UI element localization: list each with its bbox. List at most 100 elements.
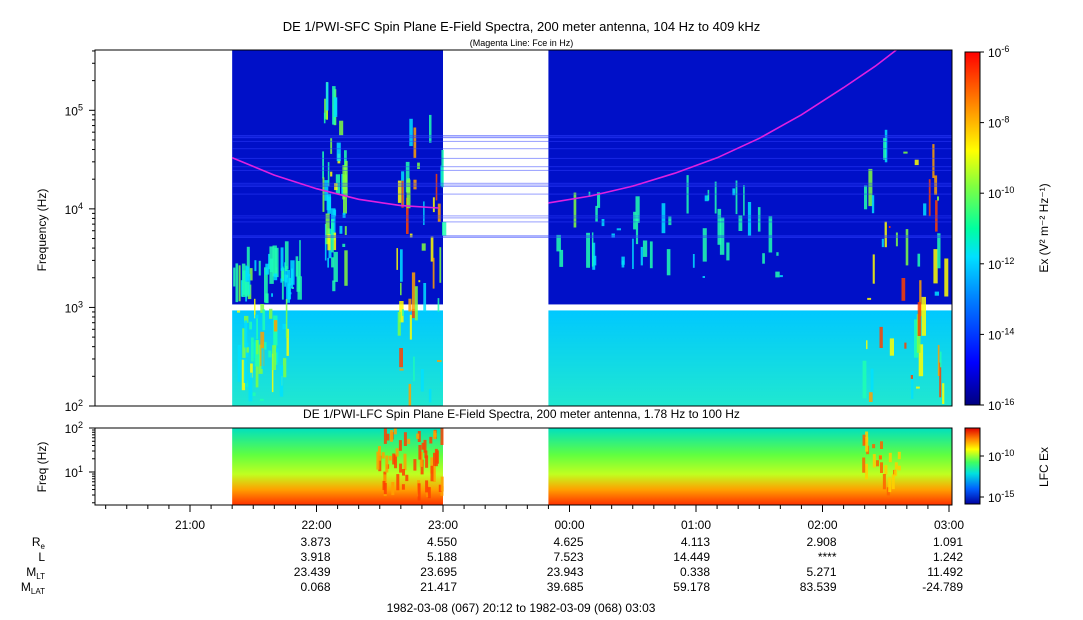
sfc-emission-streak (299, 240, 301, 278)
sfc-emission-streak (280, 247, 284, 271)
sfc-emission-streak (413, 127, 417, 158)
lfc-colorbar-tick-label: 10-10 (988, 448, 1014, 464)
sfc-emission-streak (342, 212, 346, 218)
lfc-streak (880, 441, 883, 449)
ephemeris-value: 5.188 (427, 550, 457, 564)
sfc-emission-streak (254, 298, 256, 319)
lfc-title: DE 1/PWI-LFC Spin Plane E-Field Spectra,… (303, 407, 740, 421)
lfc-streak (424, 450, 428, 459)
sfc-emission-streak (441, 149, 444, 188)
sfc-emission-streak (601, 219, 605, 227)
sfc-emission-streak (944, 258, 949, 297)
lfc-streak (423, 439, 427, 453)
lfc-streak (383, 483, 387, 495)
sfc-emission-streak (342, 243, 346, 247)
sfc-emission-streak (432, 197, 435, 213)
sfc-emission-streak (903, 151, 908, 154)
sfc-emission-streak (692, 254, 695, 268)
ephemeris-value: 1.091 (933, 535, 963, 549)
sfc-emission-streak (757, 207, 761, 232)
sfc-emission-streak (284, 262, 286, 287)
sfc-ytick-label: 104 (65, 201, 83, 217)
sfc-band-line (232, 193, 952, 195)
sfc-emission-streak (914, 319, 919, 358)
sfc-emission-streak (934, 291, 939, 296)
ephemeris-value: 23.695 (420, 565, 457, 579)
lfc-ytick-label: 102 (65, 420, 83, 436)
lfc-streak (865, 431, 869, 442)
sfc-emission-streak (327, 257, 329, 268)
sfc-emission-streak (262, 309, 266, 331)
sfc-emission-streak (259, 398, 264, 401)
sfc-emission-streak (717, 208, 722, 245)
sfc-emission-streak (937, 196, 939, 201)
sfc-emission-streak (895, 232, 898, 247)
sfc-emission-streak (244, 342, 249, 358)
lfc-streak (897, 465, 901, 471)
sfc-emission-streak (413, 356, 415, 382)
sfc-emission-streak (417, 162, 420, 169)
sfc-emission-streak (409, 118, 413, 147)
lfc-colorbar-label: LFC Ex (1037, 447, 1051, 487)
sfc-emission-streak (633, 211, 637, 230)
sfc-emission-streak (923, 203, 927, 216)
sfc-emission-streak (256, 318, 258, 340)
lfc-streak (392, 453, 396, 465)
sfc-emission-streak (269, 246, 274, 284)
sfc-emission-streak (265, 263, 270, 275)
lfc-streak (440, 428, 444, 445)
sfc-emission-streak (402, 309, 404, 316)
sfc-emission-streak (285, 299, 288, 338)
sfc-emission-streak (632, 238, 634, 269)
ephemeris-value: 59.178 (673, 580, 710, 594)
lfc-streak (894, 470, 898, 477)
sfc-emission-streak (275, 352, 278, 365)
sfc-emission-streak (261, 348, 264, 369)
lfc-streak (434, 448, 438, 467)
sfc-band-line (232, 185, 952, 187)
sfc-emission-streak (864, 185, 868, 210)
ephemeris-value: 1.242 (933, 550, 963, 564)
lfc-ytick-label: 101 (65, 464, 83, 480)
sfc-emission-streak (254, 260, 257, 272)
sfc-emission-streak (437, 203, 441, 222)
sfc-emission-streak (233, 267, 236, 287)
ephemeris-value: 3.873 (300, 535, 330, 549)
sfc-emission-streak (421, 243, 426, 251)
sfc-emission-streak (238, 265, 241, 302)
sfc-emission-streak (271, 353, 274, 393)
sfc-colorbar-tick-label: 10-12 (988, 256, 1014, 272)
time-tick-label: 03:00 (934, 518, 964, 532)
sfc-emission-streak (881, 238, 884, 248)
sfc-emission-streak (668, 216, 672, 226)
lfc-streak (429, 436, 433, 444)
sfc-spectrogram (232, 50, 952, 406)
sfc-emission-streak (411, 308, 416, 319)
ephemeris-row-label: Re (32, 535, 46, 551)
lfc-streak (865, 463, 868, 480)
sfc-band-line (232, 184, 952, 186)
sfc-emission-streak (559, 249, 564, 267)
sfc-emission-streak (248, 372, 253, 402)
sfc-emission-streak (255, 348, 259, 388)
sfc-emission-streak (327, 234, 331, 251)
ephemeris-value: 83.539 (800, 580, 837, 594)
sfc-band-line (232, 235, 952, 237)
sfc-emission-streak (286, 328, 289, 356)
sfc-emission-streak (397, 311, 401, 336)
sfc-emission-streak (940, 351, 942, 368)
sfc-emission-streak (411, 272, 416, 311)
lfc-streak (863, 437, 867, 445)
sfc-title: DE 1/PWI-SFC Spin Plane E-Field Spectra,… (282, 19, 761, 34)
sfc-emission-streak (414, 286, 418, 321)
sfc-band-line (232, 169, 952, 171)
sfc-emission-streak (702, 228, 707, 262)
sfc-emission-streak (901, 278, 906, 301)
sfc-emission-streak (640, 246, 643, 266)
sfc-emission-streak (919, 280, 922, 317)
sfc-emission-streak (284, 241, 289, 270)
sfc-emission-streak (928, 179, 931, 217)
sfc-emission-streak (399, 348, 403, 368)
sfc-band-line (232, 237, 952, 238)
sfc-emission-streak (621, 256, 625, 265)
